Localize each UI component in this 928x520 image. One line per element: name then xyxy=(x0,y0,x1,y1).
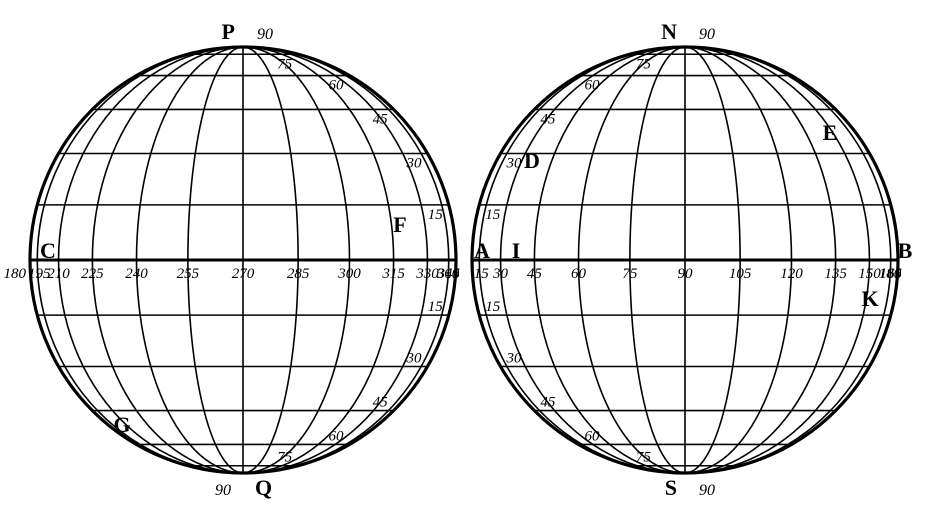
lat-label: 60 xyxy=(585,78,601,94)
pole-letter: Q xyxy=(255,475,272,500)
ref-letter: I xyxy=(512,238,521,263)
pole-letter: P xyxy=(222,19,235,44)
equator-tick-label: 45 xyxy=(527,266,543,282)
pole-num: 90 xyxy=(215,482,231,499)
equator-tick-label: 360 xyxy=(436,266,460,282)
lat-label: 75 xyxy=(636,450,652,466)
ref-letter: K xyxy=(861,286,878,311)
equator-tick-label: 135 xyxy=(824,266,847,282)
lat-label: 45 xyxy=(540,395,556,411)
lat-label: 60 xyxy=(329,428,345,444)
ref-letter: C xyxy=(40,238,56,263)
equator-tick-label: 60 xyxy=(571,266,587,282)
lat-label: 60 xyxy=(585,428,601,444)
pole-num: 90 xyxy=(699,482,715,499)
equator-tick-label: 300 xyxy=(337,266,361,282)
outer-left-label: 180 xyxy=(4,266,27,282)
equator-tick-label: 240 xyxy=(125,266,148,282)
ref-letter: F xyxy=(393,212,406,237)
lat-label: 30 xyxy=(506,351,523,367)
pole-num: 90 xyxy=(699,26,715,43)
ref-letter: E xyxy=(823,120,838,145)
ref-letter: B xyxy=(898,238,913,263)
lat-label: 15 xyxy=(485,207,501,223)
hemisphere-right: 1530456075901051201351501651807560453015… xyxy=(472,19,913,500)
equator-tick-label: 90 xyxy=(678,266,694,282)
lat-label: 30 xyxy=(405,156,422,172)
equator-tick-label: 150 xyxy=(858,266,881,282)
equator-tick-label: 120 xyxy=(780,266,803,282)
ref-letter: A xyxy=(474,238,490,263)
lat-label: 15 xyxy=(428,299,444,315)
pole-letter: N xyxy=(661,19,677,44)
equator-tick-label: 30 xyxy=(492,266,509,282)
lat-label: 15 xyxy=(428,207,444,223)
equator-tick-label: 315 xyxy=(381,266,405,282)
lat-label: 15 xyxy=(485,299,501,315)
lat-label: 30 xyxy=(506,156,523,172)
equator-tick-label: 180 xyxy=(879,266,902,282)
lat-label: 75 xyxy=(277,450,293,466)
equator-tick-label: 270 xyxy=(232,266,255,282)
equator-tick-label: 210 xyxy=(47,266,70,282)
equator-tick-label: 255 xyxy=(177,266,200,282)
lat-label: 30 xyxy=(405,351,422,367)
hemisphere-left: 1952102252402552702853003153303453607560… xyxy=(4,19,461,500)
equator-tick-label: 105 xyxy=(729,266,752,282)
pole-num: 90 xyxy=(257,26,273,43)
equator-tick-label: 225 xyxy=(81,266,104,282)
lat-label: 75 xyxy=(636,56,652,72)
equator-tick-label: 75 xyxy=(622,266,638,282)
pole-letter: S xyxy=(665,475,677,500)
lat-label: 75 xyxy=(277,56,293,72)
ref-letter: G xyxy=(113,412,130,437)
lat-label: 45 xyxy=(540,111,556,127)
ref-letter: D xyxy=(524,148,540,173)
lat-label: 60 xyxy=(329,78,345,94)
equator-tick-label: 15 xyxy=(474,266,490,282)
equator-tick-label: 330 xyxy=(415,266,439,282)
lat-label: 45 xyxy=(373,111,389,127)
lat-label: 45 xyxy=(373,395,389,411)
equator-tick-label: 285 xyxy=(287,266,310,282)
